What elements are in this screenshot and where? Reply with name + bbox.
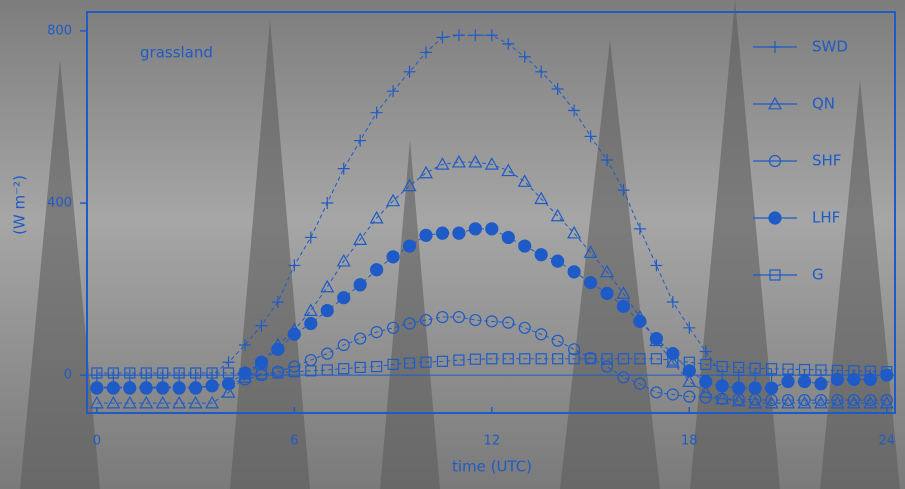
marker-disc [634,315,646,327]
marker-disc [815,378,827,390]
y-tick-label: 0 [64,368,72,383]
y-axis-label: (W m⁻²) [11,175,29,235]
marker-disc [190,382,202,394]
x-tick-label: 0 [93,434,101,449]
marker-disc [585,277,597,289]
marker-disc [288,328,300,340]
marker-disc [601,287,613,299]
legend-label: QN [812,95,835,113]
marker-disc [387,251,399,263]
marker-disc [486,223,498,235]
x-tick-label: 6 [290,434,298,449]
x-axis-label: time (UTC) [452,458,532,476]
marker-disc [617,300,629,312]
marker-disc [305,318,317,330]
marker-disc [667,348,679,360]
legend-label: LHF [812,209,840,227]
marker-disc [91,382,103,394]
marker-disc [255,356,267,368]
marker-disc [223,378,235,390]
marker-disc [864,373,876,385]
marker-disc [733,382,745,394]
marker-disc [782,376,794,388]
legend-label: G [812,266,824,284]
marker-disc [404,240,416,252]
marker-disc [453,227,465,239]
y-tick-label: 400 [47,196,72,211]
x-tick-label: 18 [681,434,698,449]
marker-disc [535,249,547,261]
legend-label: SWD [812,38,848,56]
x-tick-label: 24 [878,434,895,449]
marker-disc [436,227,448,239]
marker-disc [568,266,580,278]
marker-disc [769,212,781,224]
marker-disc [552,255,564,267]
marker-disc [700,376,712,388]
marker-disc [206,380,218,392]
marker-disc [766,382,778,394]
marker-disc [354,279,366,291]
x-tick-label: 12 [484,434,501,449]
y-tick-label: 800 [47,23,72,38]
marker-disc [321,305,333,317]
marker-disc [798,376,810,388]
marker-disc [469,223,481,235]
marker-disc [157,382,169,394]
marker-disc [371,264,383,276]
marker-disc [749,382,761,394]
marker-disc [140,382,152,394]
chart: grassland time (UTC) (W m⁻²) 0 400 800 0 6 12… [0,0,905,489]
marker-disc [519,240,531,252]
marker-disc [272,343,284,355]
legend-label: SHF [812,152,841,170]
marker-disc [338,292,350,304]
marker-disc [716,380,728,392]
marker-disc [124,382,136,394]
annotation: grassland [140,44,213,62]
marker-disc [107,382,119,394]
marker-disc [173,382,185,394]
marker-disc [881,369,893,381]
page: {"chart_data": { "type": "line", "annota… [0,0,905,489]
marker-disc [502,231,514,243]
marker-disc [420,229,432,241]
marker-disc [650,333,662,345]
